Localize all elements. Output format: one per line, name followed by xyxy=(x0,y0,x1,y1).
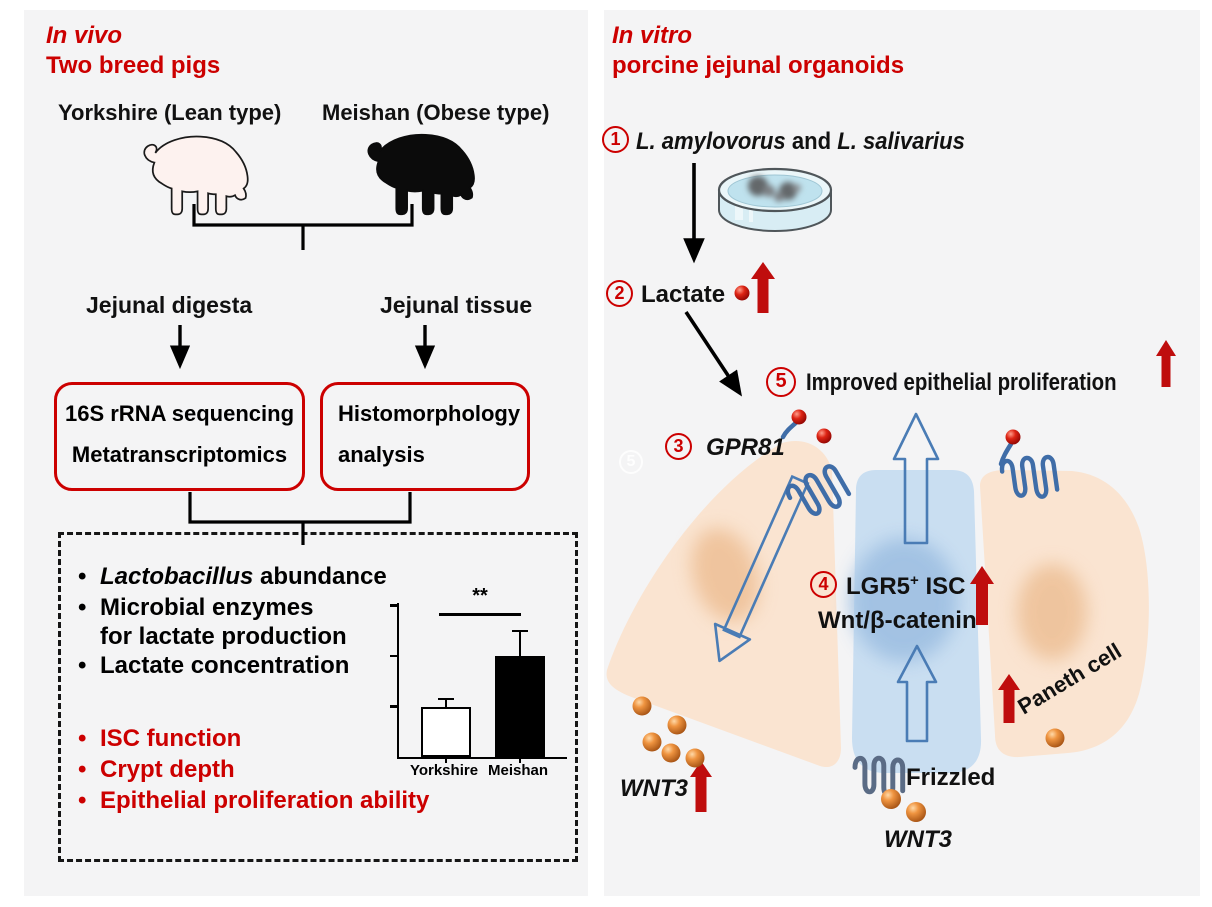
method-box-1-line2: Metatranscriptomics xyxy=(71,442,288,467)
wnt-bcatenin-label: Wnt/β-catenin xyxy=(818,607,977,634)
ghost-step5-badge: 5 xyxy=(619,450,643,474)
frizzled-label: Frizzled xyxy=(906,764,996,791)
x-tick xyxy=(444,757,447,763)
in-vivo-subtitle: Two breed pigs xyxy=(46,52,221,79)
finding-crypt-depth: • Crypt depth xyxy=(78,756,235,783)
method-box-2-line1: Histomorphology xyxy=(338,401,521,426)
finding-lactate: • Lactate concentration xyxy=(78,652,350,679)
chart-plot: ** xyxy=(390,585,567,763)
jejunal-digesta-label: Jejunal digesta xyxy=(86,292,253,318)
yorkshire-error-bar xyxy=(437,697,454,707)
improved-proliferation-label: Improved epithelial proliferation xyxy=(806,369,1117,396)
meishan-bar xyxy=(495,656,545,757)
finding-enzymes-line2: for lactate production xyxy=(100,623,347,650)
bullet-icon: • xyxy=(78,563,87,590)
wnt3-bottom-label: WNT3 xyxy=(884,826,952,853)
step1-species-label: L. amylovorus and L. salivarius xyxy=(636,128,965,155)
method-box-1-line1: 16S rRNA sequencing xyxy=(64,401,295,426)
chart-x-label-yorkshire: Yorkshire xyxy=(409,762,479,779)
lgr5-isc-label: LGR5+ ISC xyxy=(846,572,966,600)
step4-number-badge: 4 xyxy=(810,571,837,598)
step5-number-badge: 5 xyxy=(766,367,796,397)
significance-stars: ** xyxy=(472,585,488,607)
finding-enzymes-line1: • Microbial enzymes xyxy=(78,594,314,621)
step2-number-badge: 2 xyxy=(606,280,633,307)
lactobacillus-rest: abundance xyxy=(253,563,387,590)
lactobacillus-italic: Lactobacillus xyxy=(100,563,254,590)
bullet-icon: • xyxy=(78,756,87,783)
finding-epithelial-proliferation: • Epithelial proliferation ability xyxy=(78,787,430,814)
step3-number-badge: 3 xyxy=(665,433,692,460)
bullet-icon: • xyxy=(78,652,87,679)
step1-number-badge: 1 xyxy=(602,126,629,153)
yorkshire-label: Yorkshire (Lean type) xyxy=(58,100,282,125)
bullet-icon: • xyxy=(78,594,87,621)
sequencing-method-box: 16S rRNA sequencing Metatranscriptomics xyxy=(54,382,305,491)
finding-isc-function: • ISC function xyxy=(78,725,242,752)
in-vitro-subtitle: porcine jejunal organoids xyxy=(612,52,905,79)
in-vivo-title: In vivo xyxy=(46,22,123,49)
meishan-label: Meishan (Obese type) xyxy=(322,100,550,125)
jejunal-tissue-label: Jejunal tissue xyxy=(380,292,533,318)
species-amylovorus: L. amylovorus xyxy=(636,128,786,155)
method-box-2-line2: analysis xyxy=(338,442,425,467)
histomorphology-method-box: Histomorphology analysis xyxy=(320,382,530,491)
in-vivo-panel xyxy=(24,10,588,896)
significance-line xyxy=(439,613,521,616)
lactate-label: Lactate xyxy=(641,281,726,308)
chart-x-label-meishan: Meishan xyxy=(487,762,548,779)
wnt3-left-label: WNT3 xyxy=(620,775,688,802)
bullet-icon: • xyxy=(78,725,87,752)
gpr81-label: GPR81 xyxy=(706,434,785,461)
bullet-icon: • xyxy=(78,787,87,814)
meishan-error-bar xyxy=(511,629,528,657)
x-tick xyxy=(518,757,521,763)
species-salivarius: L. salivarius xyxy=(837,128,965,155)
yorkshire-bar xyxy=(421,706,471,757)
finding-lactobacillus: • Lactobacillus abundance xyxy=(78,563,387,591)
in-vitro-title: In vitro xyxy=(612,22,693,49)
